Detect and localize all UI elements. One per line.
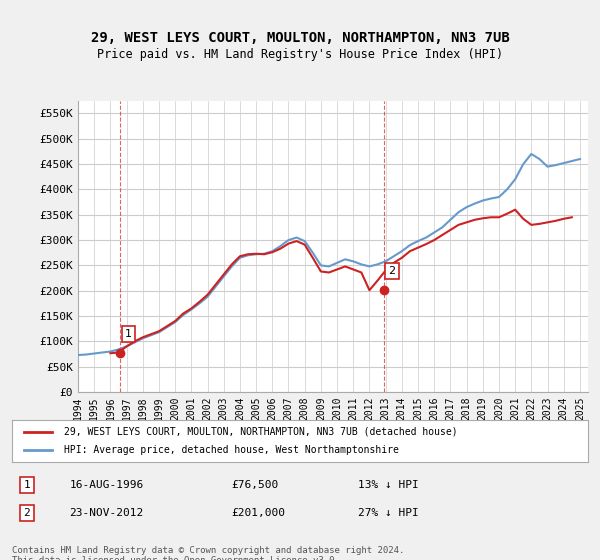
Text: £201,000: £201,000 (231, 508, 285, 518)
Text: 13% ↓ HPI: 13% ↓ HPI (358, 480, 418, 490)
Text: 2: 2 (23, 508, 30, 518)
Text: 2: 2 (389, 266, 395, 276)
Text: 29, WEST LEYS COURT, MOULTON, NORTHAMPTON, NN3 7UB (detached house): 29, WEST LEYS COURT, MOULTON, NORTHAMPTO… (64, 427, 457, 437)
Text: Contains HM Land Registry data © Crown copyright and database right 2024.
This d: Contains HM Land Registry data © Crown c… (12, 546, 404, 560)
Text: HPI: Average price, detached house, West Northamptonshire: HPI: Average price, detached house, West… (64, 445, 399, 455)
Text: 1: 1 (23, 480, 30, 490)
Text: Price paid vs. HM Land Registry's House Price Index (HPI): Price paid vs. HM Land Registry's House … (97, 48, 503, 60)
Text: 16-AUG-1996: 16-AUG-1996 (70, 480, 144, 490)
Text: £76,500: £76,500 (231, 480, 278, 490)
Text: 27% ↓ HPI: 27% ↓ HPI (358, 508, 418, 518)
Text: 23-NOV-2012: 23-NOV-2012 (70, 508, 144, 518)
Text: 29, WEST LEYS COURT, MOULTON, NORTHAMPTON, NN3 7UB: 29, WEST LEYS COURT, MOULTON, NORTHAMPTO… (91, 31, 509, 45)
Text: 1: 1 (125, 329, 132, 339)
